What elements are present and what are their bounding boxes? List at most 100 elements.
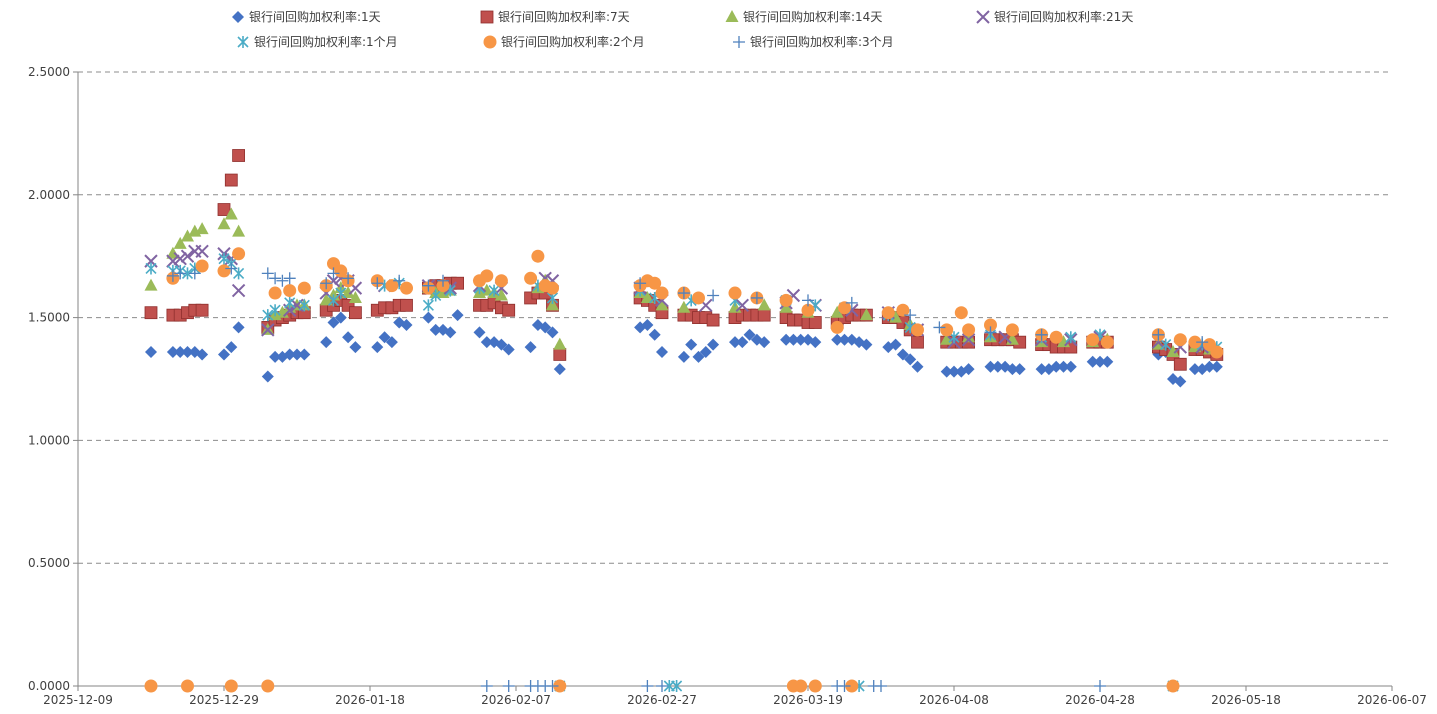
data-point xyxy=(348,290,362,303)
data-point xyxy=(217,217,231,230)
data-point xyxy=(262,309,274,322)
data-point xyxy=(758,336,771,349)
data-point xyxy=(341,286,355,299)
legend-label: 银行间回购加权利率:21天 xyxy=(994,9,1133,24)
data-point xyxy=(1005,323,1019,337)
data-point xyxy=(218,252,230,265)
data-point xyxy=(640,290,654,303)
data-point xyxy=(334,264,348,278)
x-tick-label: 2026-05-18 xyxy=(1211,693,1281,707)
legend-marker xyxy=(725,10,739,22)
data-point xyxy=(1188,363,1201,376)
data-point xyxy=(173,251,187,266)
data-point xyxy=(875,680,887,692)
data-point xyxy=(671,680,683,692)
data-point xyxy=(706,313,720,327)
data-point xyxy=(480,269,494,283)
data-point xyxy=(648,276,662,290)
data-point xyxy=(451,309,464,322)
data-point xyxy=(225,262,238,275)
data-point xyxy=(195,222,209,235)
data-point xyxy=(231,283,246,298)
data-point xyxy=(831,333,844,346)
data-point xyxy=(961,332,976,347)
data-point xyxy=(860,338,873,351)
data-point xyxy=(830,320,844,334)
data-point xyxy=(779,293,793,307)
data-point xyxy=(174,345,187,358)
data-point xyxy=(327,267,340,280)
data-point xyxy=(794,679,808,693)
data-point xyxy=(144,679,158,693)
data-point xyxy=(502,343,515,356)
series-1 xyxy=(145,309,1223,388)
data-point xyxy=(371,341,384,354)
data-point xyxy=(502,680,515,692)
data-point xyxy=(729,336,741,349)
data-point xyxy=(984,326,997,339)
data-point xyxy=(327,316,340,329)
data-point xyxy=(494,274,508,288)
data-point xyxy=(553,679,567,693)
data-point xyxy=(1203,360,1216,373)
data-point xyxy=(830,305,844,318)
data-point xyxy=(1210,345,1224,359)
data-point xyxy=(1094,680,1106,692)
data-point xyxy=(195,244,209,258)
data-point xyxy=(1100,335,1114,349)
legend-marker xyxy=(237,36,249,48)
data-point xyxy=(298,348,311,361)
data-point xyxy=(422,299,434,312)
legend-label: 银行间回购加权利率:1天 xyxy=(249,9,381,24)
y-tick-label: 1.0000 xyxy=(28,433,70,447)
data-point xyxy=(845,296,858,309)
data-point xyxy=(984,318,997,332)
legend-item: 银行间回购加权利率:1个月 xyxy=(237,34,398,49)
legend-label: 银行间回购加权利率:7天 xyxy=(498,9,630,24)
data-point xyxy=(553,363,566,376)
legend-label: 银行间回购加权利率:1个月 xyxy=(254,34,398,49)
data-point xyxy=(553,337,567,350)
data-point xyxy=(750,291,763,304)
data-point xyxy=(400,318,413,331)
data-point xyxy=(224,679,238,693)
data-point xyxy=(269,304,281,317)
data-point xyxy=(933,321,946,334)
data-point xyxy=(787,333,800,346)
data-point xyxy=(757,298,771,311)
data-point xyxy=(728,286,742,300)
data-point xyxy=(991,360,1004,373)
data-point xyxy=(195,303,209,317)
data-point xyxy=(641,318,654,331)
data-point xyxy=(546,326,559,339)
data-point xyxy=(1086,333,1100,347)
data-point xyxy=(385,336,398,349)
data-point xyxy=(794,333,807,346)
data-point xyxy=(144,278,158,291)
data-point xyxy=(553,348,567,361)
legend-marker xyxy=(733,36,745,48)
data-point xyxy=(1166,679,1180,693)
data-point xyxy=(962,323,976,337)
data-point xyxy=(546,680,559,692)
data-point xyxy=(699,345,712,358)
data-point xyxy=(802,294,814,307)
y-tick-label: 2.5000 xyxy=(28,65,70,79)
data-point xyxy=(1210,360,1223,373)
data-point xyxy=(166,269,179,282)
legend-label: 银行间回购加权利率:3个月 xyxy=(750,34,894,49)
data-point xyxy=(743,328,756,341)
legend-item: 银行间回购加权利率:7天 xyxy=(480,9,630,24)
legend-item: 银行间回购加权利率:1天 xyxy=(232,9,381,24)
data-point xyxy=(261,267,274,280)
data-point xyxy=(180,249,195,263)
data-point xyxy=(320,277,333,290)
data-point xyxy=(656,345,668,358)
data-point xyxy=(896,348,909,361)
data-point xyxy=(1013,363,1026,376)
data-point xyxy=(881,306,895,320)
data-point xyxy=(422,311,435,324)
data-point xyxy=(896,303,910,317)
data-point xyxy=(429,323,442,336)
data-point xyxy=(181,679,194,693)
